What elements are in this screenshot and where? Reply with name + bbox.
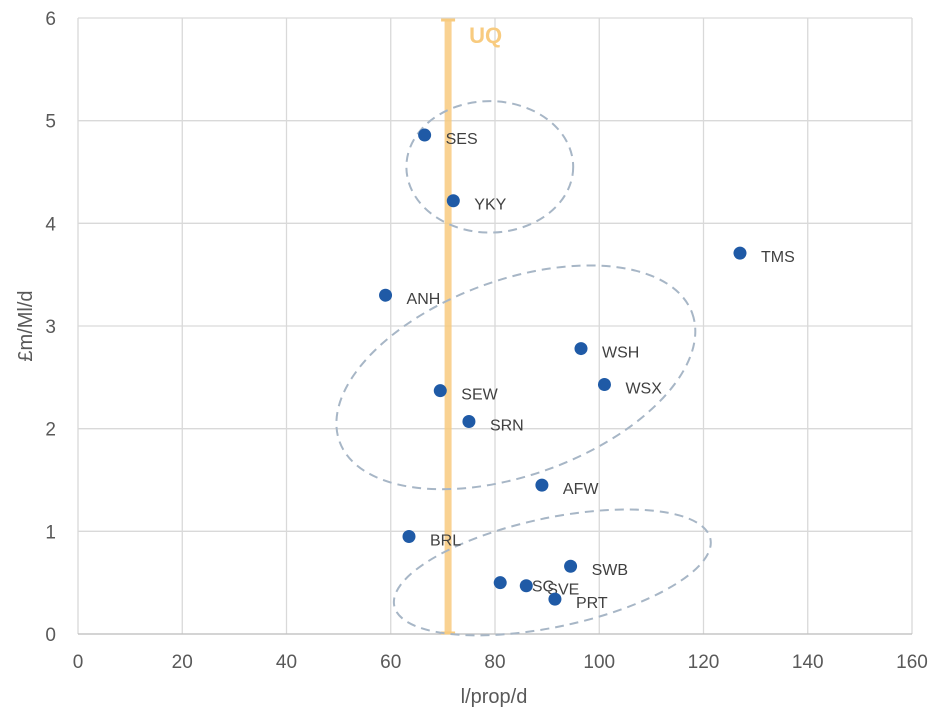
point-srn <box>462 414 476 428</box>
point-sew <box>433 384 447 398</box>
x-tick-label: 80 <box>484 652 505 673</box>
y-tick-label: 3 <box>45 317 56 338</box>
y-tick-label: 5 <box>45 112 56 133</box>
point-ses <box>418 128 432 142</box>
x-tick-label: 0 <box>73 652 84 673</box>
point-tms <box>733 246 747 260</box>
point-sve <box>519 579 533 593</box>
axis-tick-labels: 0 20 40 60 80 100 120 140 160 0 1 2 3 4 5 6 <box>45 9 927 673</box>
y-tick-label: 1 <box>45 522 56 543</box>
point-label-srn: SRN <box>490 417 524 434</box>
point-label-wsx: WSX <box>625 381 662 398</box>
point-wsx <box>597 378 611 392</box>
cluster-ellipse <box>335 264 697 491</box>
point-label-tms: TMS <box>761 249 795 266</box>
y-tick-label: 6 <box>45 9 56 30</box>
point-yky <box>446 194 460 208</box>
x-axis-title: l/prop/d <box>461 686 528 708</box>
y-tick-label: 0 <box>45 625 56 646</box>
point-ssc <box>493 576 507 590</box>
point-anh <box>379 288 393 302</box>
x-tick-label: 140 <box>792 652 824 673</box>
point-label-sew: SEW <box>461 387 498 404</box>
point-label-afw: AFW <box>563 481 599 498</box>
point-label-prt: PRT <box>576 595 608 612</box>
y-tick-label: 4 <box>45 214 56 235</box>
x-tick-label: 60 <box>380 652 401 673</box>
x-tick-label: 100 <box>583 652 615 673</box>
point-label-ses: SES <box>446 131 478 148</box>
x-tick-label: 40 <box>276 652 297 673</box>
point-label-yky: YKY <box>474 197 506 214</box>
point-label-brl: BRL <box>430 532 461 549</box>
uq-label: UQ <box>469 23 502 48</box>
cluster-ellipse <box>405 100 575 234</box>
uq-reference-line: UQ <box>441 18 502 635</box>
point-prt <box>548 592 562 606</box>
grid-lines <box>77 17 913 635</box>
y-axis-title: £m/Ml/d <box>15 290 37 361</box>
data-points: SESYKYTMSANHWSHWSXSEWSRNAFWBRLSWBSSCSVEP… <box>379 128 795 612</box>
y-tick-label: 2 <box>45 420 56 441</box>
x-tick-label: 160 <box>896 652 928 673</box>
cluster-ellipse <box>392 508 712 637</box>
point-label-swb: SWB <box>592 562 628 579</box>
point-afw <box>535 478 549 492</box>
point-brl <box>402 529 416 543</box>
x-tick-label: 20 <box>172 652 193 673</box>
point-wsh <box>574 342 588 356</box>
x-tick-label: 120 <box>688 652 720 673</box>
point-swb <box>564 559 578 573</box>
point-label-anh: ANH <box>407 291 441 308</box>
cluster-ellipses <box>335 100 712 637</box>
point-label-wsh: WSH <box>602 345 639 362</box>
